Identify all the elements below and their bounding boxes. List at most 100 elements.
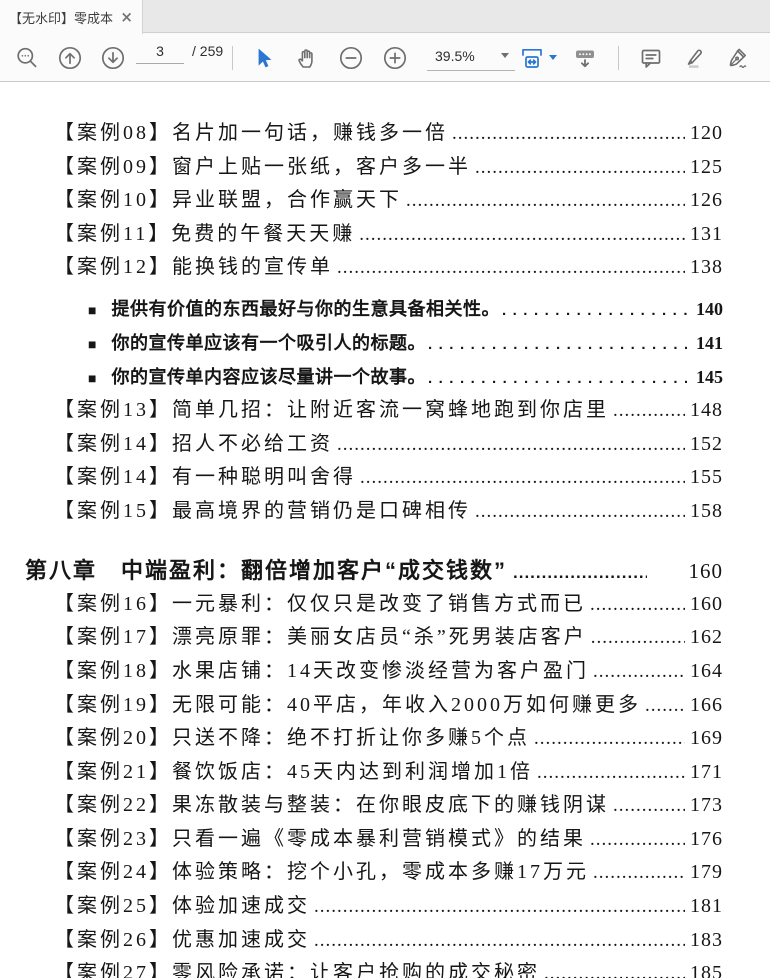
- toc-entry-title: 【案例25】体验加速成交: [54, 895, 310, 918]
- toc-entry-page: 181: [690, 895, 723, 918]
- toc-entry-page: 176: [690, 827, 723, 850]
- toc-entry-page: 126: [690, 189, 723, 212]
- comment-bubble-icon: [641, 49, 661, 68]
- fit-width-button[interactable]: [514, 41, 562, 74]
- toc-entry-page: 179: [690, 861, 723, 884]
- arrow-up-circle-icon: [58, 46, 82, 69]
- tab-close-icon[interactable]: ×: [120, 7, 133, 26]
- toolbar-divider: [232, 46, 233, 70]
- comment-button[interactable]: [634, 41, 668, 74]
- toc-leader-dots: ........................................…: [613, 400, 685, 422]
- toc-entry-page: 155: [690, 466, 723, 489]
- toc-entry-page: 120: [690, 122, 723, 144]
- toc-entry: 【案例24】体验策略：挖个小孔，零成本多赚17万元 ..............…: [0, 856, 723, 890]
- toc-leader-dots: ........................................…: [337, 433, 685, 455]
- page-number-input[interactable]: 3: [136, 43, 184, 64]
- select-cursor-icon: [258, 48, 272, 67]
- toc-entry: 【案例19】无限可能：40平店，年收入2000万如何赚更多 ..........…: [0, 689, 723, 723]
- toc-entry-title: 【案例12】能换钱的宣传单: [54, 256, 333, 279]
- toc-leader-dots: ........................................…: [513, 563, 647, 583]
- toc-leader-dots: ........................................…: [314, 896, 685, 918]
- toc-leader-dots: ........................................…: [452, 123, 685, 144]
- toc-entry-page: 183: [690, 928, 723, 951]
- toc-leader-dots: ........................................…: [501, 302, 687, 320]
- toc-entry: 【案例14】有一种聪明叫舍得 .........................…: [0, 461, 723, 495]
- toc-entry: 【案例21】餐饮饭店：45天内达到利润增加1倍 ................…: [0, 756, 723, 790]
- toc-leader-dots: ........................................…: [534, 728, 685, 750]
- toc-entry: 【案例20】只送不降：绝不打折让你多赚5个点 .................…: [0, 722, 723, 756]
- toc-leader-dots: ........................................…: [337, 257, 685, 279]
- toc-entry: 【案例27】零风险承诺：让客户抢购的成交秘密 .................…: [0, 957, 723, 978]
- toc-entry-page: 148: [690, 399, 723, 422]
- previous-page-button[interactable]: [53, 41, 87, 74]
- toc-entry-page: 164: [690, 659, 723, 682]
- fill-and-sign-button[interactable]: [720, 41, 754, 74]
- toc-entry-title: 【案例17】漂亮原罪：美丽女店员“杀”死男装店客户: [54, 626, 587, 649]
- toc-entry-title: 【案例26】优惠加速成交: [54, 928, 310, 951]
- toc-entry-title: 【案例14】招人不必给工资: [54, 432, 333, 455]
- toc-entry-title: 【案例20】只送不降：绝不打折让你多赚5个点: [54, 727, 530, 750]
- select-tool-button[interactable]: [246, 41, 280, 74]
- highlighter-icon: [687, 48, 702, 68]
- toc-entry-title: 【案例08】名片加一句话，赚钱多一倍: [54, 122, 448, 144]
- toc-entry: 【案例17】漂亮原罪：美丽女店员“杀”死男装店客户 ..............…: [0, 621, 723, 655]
- toc-entry: 【案例12】能换钱的宣传单 ..........................…: [0, 251, 723, 285]
- zoom-out-button[interactable]: [334, 41, 368, 74]
- toc-entry-page: 169: [690, 727, 723, 750]
- toc-entry-page: 152: [690, 432, 723, 455]
- toc-leader-dots: ........................................…: [427, 336, 687, 354]
- toc-leader-dots: ........................................…: [427, 369, 687, 387]
- toc-entry: 【案例09】窗户上贴一张纸，客户多一半 ....................…: [0, 151, 723, 185]
- plus-circle-icon: [383, 46, 407, 69]
- document-tab-title: 【无水印】零成本...: [9, 10, 115, 26]
- zoom-level-select[interactable]: 39.5%: [427, 41, 515, 71]
- toc-entry-page: 145: [696, 366, 723, 387]
- toc-entry-title: 【案例18】水果店铺：14天改变惨淡经营为客户盈门: [54, 659, 589, 682]
- toc-entry: 【案例16】一元暴利：仅仅只是改变了销售方式而已 ...............…: [0, 588, 723, 622]
- toc-leader-dots: ........................................…: [613, 795, 685, 817]
- toc-entry-title: 第八章 中端盈利：翻倍增加客户“成交钱数”: [25, 558, 508, 584]
- toc-entry-title: 【案例13】简单几招：让附近客流一窝蜂地跑到你店里: [54, 399, 609, 422]
- toc-entry-title: 【案例16】一元暴利：仅仅只是改变了销售方式而已: [54, 592, 586, 615]
- toc-leader-dots: ........................................…: [359, 223, 685, 245]
- toc-leader-dots: ........................................…: [475, 501, 685, 523]
- toc-entry: 【案例25】体验加速成交 ...........................…: [0, 890, 723, 924]
- toc-leader-dots: ........................................…: [360, 467, 685, 489]
- toc-leader-dots: ........................................…: [475, 156, 685, 178]
- toc-leader-dots: ........................................…: [593, 862, 685, 884]
- bullet-square-icon: ■: [88, 369, 97, 386]
- chevron-down-icon: [549, 55, 557, 60]
- toc-entry: 【案例13】简单几招：让附近客流一窝蜂地跑到你店里 ..............…: [0, 394, 723, 428]
- toc-entry: 【案例26】优惠加速成交 ...........................…: [0, 924, 723, 958]
- zoom-level-value: 39.5%: [435, 47, 475, 64]
- toc-entry: 【案例18】水果店铺：14天改变惨淡经营为客户盈门 ..............…: [0, 655, 723, 689]
- toc-leader-dots: ........................................…: [406, 190, 685, 212]
- document-tab[interactable]: 【无水印】零成本... ×: [0, 0, 143, 34]
- toc-entry-page: 171: [690, 760, 723, 783]
- toc-entry: ■ 提供有价值的东西最好与你的生意具备相关性。 ................…: [0, 293, 723, 327]
- toc-entry-title: 【案例21】餐饮饭店：45天内达到利润增加1倍: [54, 760, 533, 783]
- toc-entry: 【案例23】只看一遍《零成本暴利营销模式》的结果 ...............…: [0, 823, 723, 857]
- hand-icon: [298, 48, 313, 68]
- hand-tool-button[interactable]: [290, 41, 324, 74]
- toc-leader-dots: ........................................…: [544, 963, 685, 978]
- page-scrolling-icon: [576, 50, 594, 67]
- document-canvas[interactable]: 【案例08】名片加一句话，赚钱多一倍 .....................…: [0, 83, 770, 978]
- next-page-button[interactable]: [96, 41, 130, 74]
- fill-sign-pen-icon: [729, 48, 747, 68]
- toc-leader-dots: ........................................…: [593, 660, 685, 682]
- find-button[interactable]: [10, 41, 44, 74]
- toc-entry-title: 【案例23】只看一遍《零成本暴利营销模式》的结果: [54, 827, 586, 850]
- zoom-in-button[interactable]: [378, 41, 412, 74]
- toc-entry-page: 131: [690, 222, 723, 245]
- toc-leader-dots: ........................................…: [645, 694, 685, 716]
- toc-entry-page: 162: [690, 626, 723, 649]
- toc-leader-dots: ........................................…: [314, 929, 685, 951]
- highlight-button[interactable]: [677, 41, 711, 74]
- document-tab-bar: 【无水印】零成本... ×: [0, 0, 770, 34]
- toc-entry: 【案例08】名片加一句话，赚钱多一倍 .....................…: [0, 117, 723, 151]
- toc-entry-page: 140: [696, 299, 723, 320]
- page-scrolling-button[interactable]: [568, 41, 602, 74]
- page-total-label: / 259: [192, 43, 224, 59]
